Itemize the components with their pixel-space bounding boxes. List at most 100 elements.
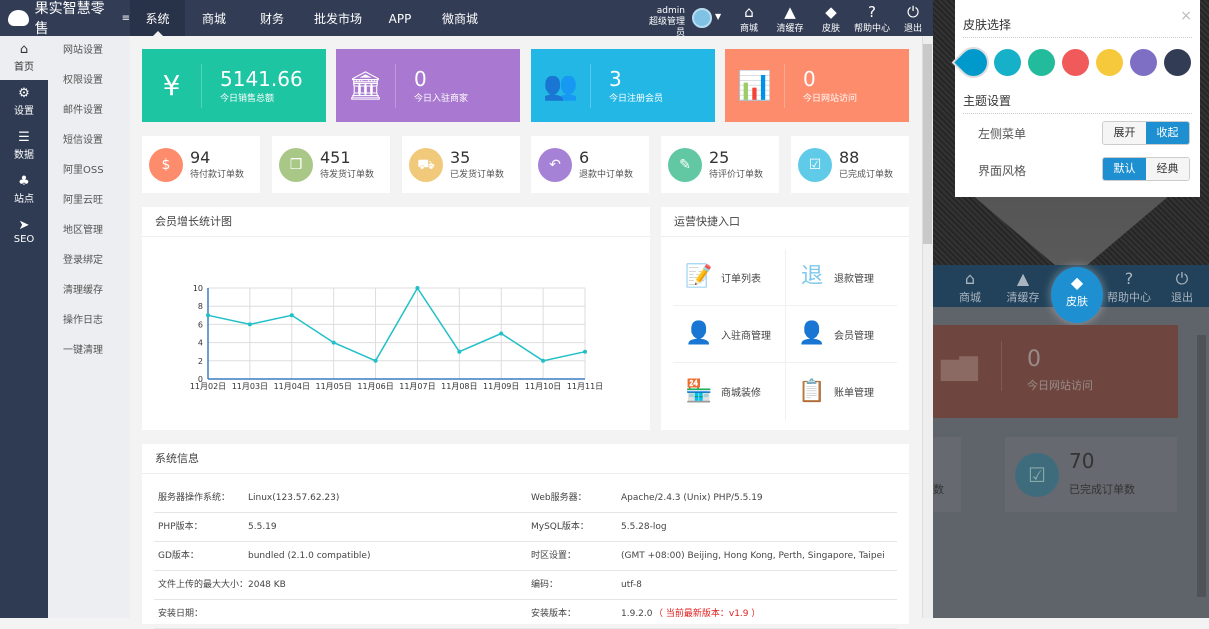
avatar[interactable]: [692, 8, 712, 28]
rail-item-0[interactable]: ⌂ 首页: [0, 36, 48, 80]
skin-color-swatch[interactable]: [994, 49, 1021, 76]
tool-broom[interactable]: ▲ 清缓存: [769, 4, 811, 35]
stat-card[interactable]: ¥5141.66 今日销售总额: [142, 49, 326, 122]
nav-tab-1[interactable]: 商城: [201, 12, 226, 26]
skin-color-swatch[interactable]: [1028, 49, 1055, 76]
stat-card[interactable]: 📊 0 今日网站访问: [725, 49, 909, 122]
quick-entry-item[interactable]: 🏪 商城装修: [673, 363, 785, 420]
magnified-done-card: ☑ 70 已完成订单数: [1005, 437, 1177, 512]
y-tick-label: 6: [198, 320, 203, 329]
order-stat-card[interactable]: ✎ 25 待评价订单数: [661, 136, 779, 193]
x-tick-label: 11月04日: [274, 382, 310, 391]
info-value: 5.5.19: [248, 522, 277, 532]
latest-version-note: （ 当前最新版本：v1.9 ）: [654, 609, 761, 619]
data-point[interactable]: [373, 358, 378, 363]
info-value: (GMT +08:00) Beijing, Hong Kong, Perth, …: [621, 551, 885, 561]
skin-color-swatch[interactable]: [1096, 49, 1123, 76]
x-tick-label: 11月03日: [232, 382, 268, 391]
skin-color-swatch[interactable]: [1130, 49, 1157, 76]
tool-home[interactable]: ⌂ 商城: [728, 4, 770, 35]
scrollbar-thumb[interactable]: [923, 44, 932, 244]
info-value: Apache/2.4.3 (Unix) PHP/5.5.19: [621, 493, 763, 503]
info-value: 1.9.2.0: [621, 609, 653, 619]
submenu-item[interactable]: 清理缓存: [63, 285, 103, 296]
close-icon[interactable]: ×: [1180, 8, 1192, 24]
nav-tab-3[interactable]: 批发市场: [313, 12, 362, 26]
user-dropdown-icon[interactable]: ▼: [715, 12, 722, 21]
power-icon: ⏻: [907, 3, 919, 21]
quick-entry-item[interactable]: 退退款管理: [785, 249, 897, 306]
tool-power[interactable]: ⏻ 退出: [892, 3, 934, 35]
x-tick-label: 11月10日: [525, 382, 561, 391]
magnified-scrollbar: [1197, 335, 1206, 597]
magnified-stat-value: 0: [1027, 347, 1041, 372]
order-stat-label: 已发货订单数: [450, 170, 505, 180]
data-point[interactable]: [331, 340, 336, 345]
tool-paint-bucket[interactable]: ◆ 皮肤: [810, 4, 852, 35]
submenu-item[interactable]: 操作日志: [63, 315, 103, 326]
scrollbar[interactable]: [922, 36, 933, 618]
skin-color-swatch[interactable]: [1062, 49, 1089, 76]
nav-tab-2[interactable]: 财务: [259, 12, 284, 26]
member-growth-chart: 0 2 4 6 8 10 11月02日 11月03日 11月04日 11月05日 11月06日 11月…: [190, 284, 603, 391]
option-button[interactable]: 默认: [1103, 158, 1146, 180]
quick-entry-item[interactable]: 📝 订单列表: [673, 249, 785, 306]
skin-color-swatch[interactable]: [954, 43, 993, 82]
data-point[interactable]: [415, 286, 420, 290]
stat-card[interactable]: 🏛 0 今日入驻商家: [336, 49, 520, 122]
option-button[interactable]: 经典: [1146, 158, 1189, 180]
nav-tab-5[interactable]: 微商城: [441, 12, 478, 26]
submenu-item[interactable]: 网站设置: [63, 45, 103, 56]
order-stat-card[interactable]: $94 待付款订单数: [142, 136, 260, 193]
data-point[interactable]: [247, 322, 252, 327]
option-button[interactable]: 展开: [1103, 122, 1146, 144]
data-point[interactable]: [457, 349, 462, 354]
rail-item-3[interactable]: ♣ 站点: [0, 168, 48, 212]
skin-color-swatch[interactable]: [1164, 49, 1191, 76]
order-stat-value: 25: [709, 148, 730, 167]
submenu-item[interactable]: 登录绑定: [63, 255, 103, 266]
quick-entry-item[interactable]: 📋 账单管理: [785, 363, 897, 420]
tool-help[interactable]: ? 帮助中心: [851, 4, 893, 35]
order-stat-card[interactable]: ⛟ 35 已发货订单数: [402, 136, 520, 193]
series-line: [207, 286, 586, 362]
menu-toggle-icon[interactable]: ≡: [121, 12, 130, 24]
order-stat-card[interactable]: ❒ 451 待发货订单数: [272, 136, 390, 193]
rail-item-4[interactable]: ➤ SEO: [0, 212, 48, 256]
submenu-item[interactable]: 一键清理: [63, 345, 103, 356]
money-icon: $: [149, 147, 183, 182]
stat-label: 今日入驻商家: [414, 94, 469, 104]
data-point[interactable]: [583, 349, 587, 354]
check-square-icon: ☑: [1015, 453, 1059, 497]
data-point[interactable]: [206, 313, 210, 318]
magnified-tool: ? 帮助中心: [1104, 269, 1154, 305]
submenu-item[interactable]: 短信设置: [63, 135, 103, 146]
magnified-tool-label: 皮肤: [1066, 295, 1088, 308]
quick-entry-item[interactable]: 👤 入驻商管理: [673, 306, 785, 363]
stat-card[interactable]: 👥 3 今日注册会员: [531, 49, 715, 122]
data-point[interactable]: [499, 331, 504, 336]
broom-icon: ▲: [1016, 269, 1030, 288]
submenu-item[interactable]: 地区管理: [63, 225, 103, 236]
data-point[interactable]: [541, 358, 546, 363]
option-button[interactable]: 收起: [1146, 122, 1189, 144]
quick-entry-item[interactable]: 👤 会员管理: [785, 306, 897, 363]
order-stat-value: 451: [320, 148, 351, 167]
submenu-item[interactable]: 权限设置: [63, 75, 103, 86]
logo[interactable]: 果实智慧零售 ≡: [0, 0, 130, 37]
submenu-item[interactable]: 邮件设置: [63, 105, 103, 116]
refund-icon: 退: [800, 264, 823, 289]
nav-tab-4[interactable]: APP: [388, 12, 412, 26]
nav-tab-0[interactable]: 系统: [130, 0, 185, 36]
y-tick-label: 10: [193, 284, 203, 293]
magnified-tool-label: 清缓存: [1006, 291, 1040, 304]
rail-item-2[interactable]: ☰ 数据: [0, 124, 48, 168]
data-point[interactable]: [289, 313, 294, 318]
submenu-item[interactable]: 阿里云旺: [63, 195, 103, 206]
order-stat-card[interactable]: ☑ 88 已完成订单数: [791, 136, 909, 193]
order-stat-card[interactable]: ↶ 6 退款中订单数: [531, 136, 649, 193]
submenu-item[interactable]: 阿里OSS: [63, 165, 104, 176]
truck-icon: ⛟: [409, 147, 443, 182]
rail-item-1[interactable]: ⚙ 设置: [0, 80, 48, 124]
reply-all-icon: ↶: [538, 147, 572, 182]
